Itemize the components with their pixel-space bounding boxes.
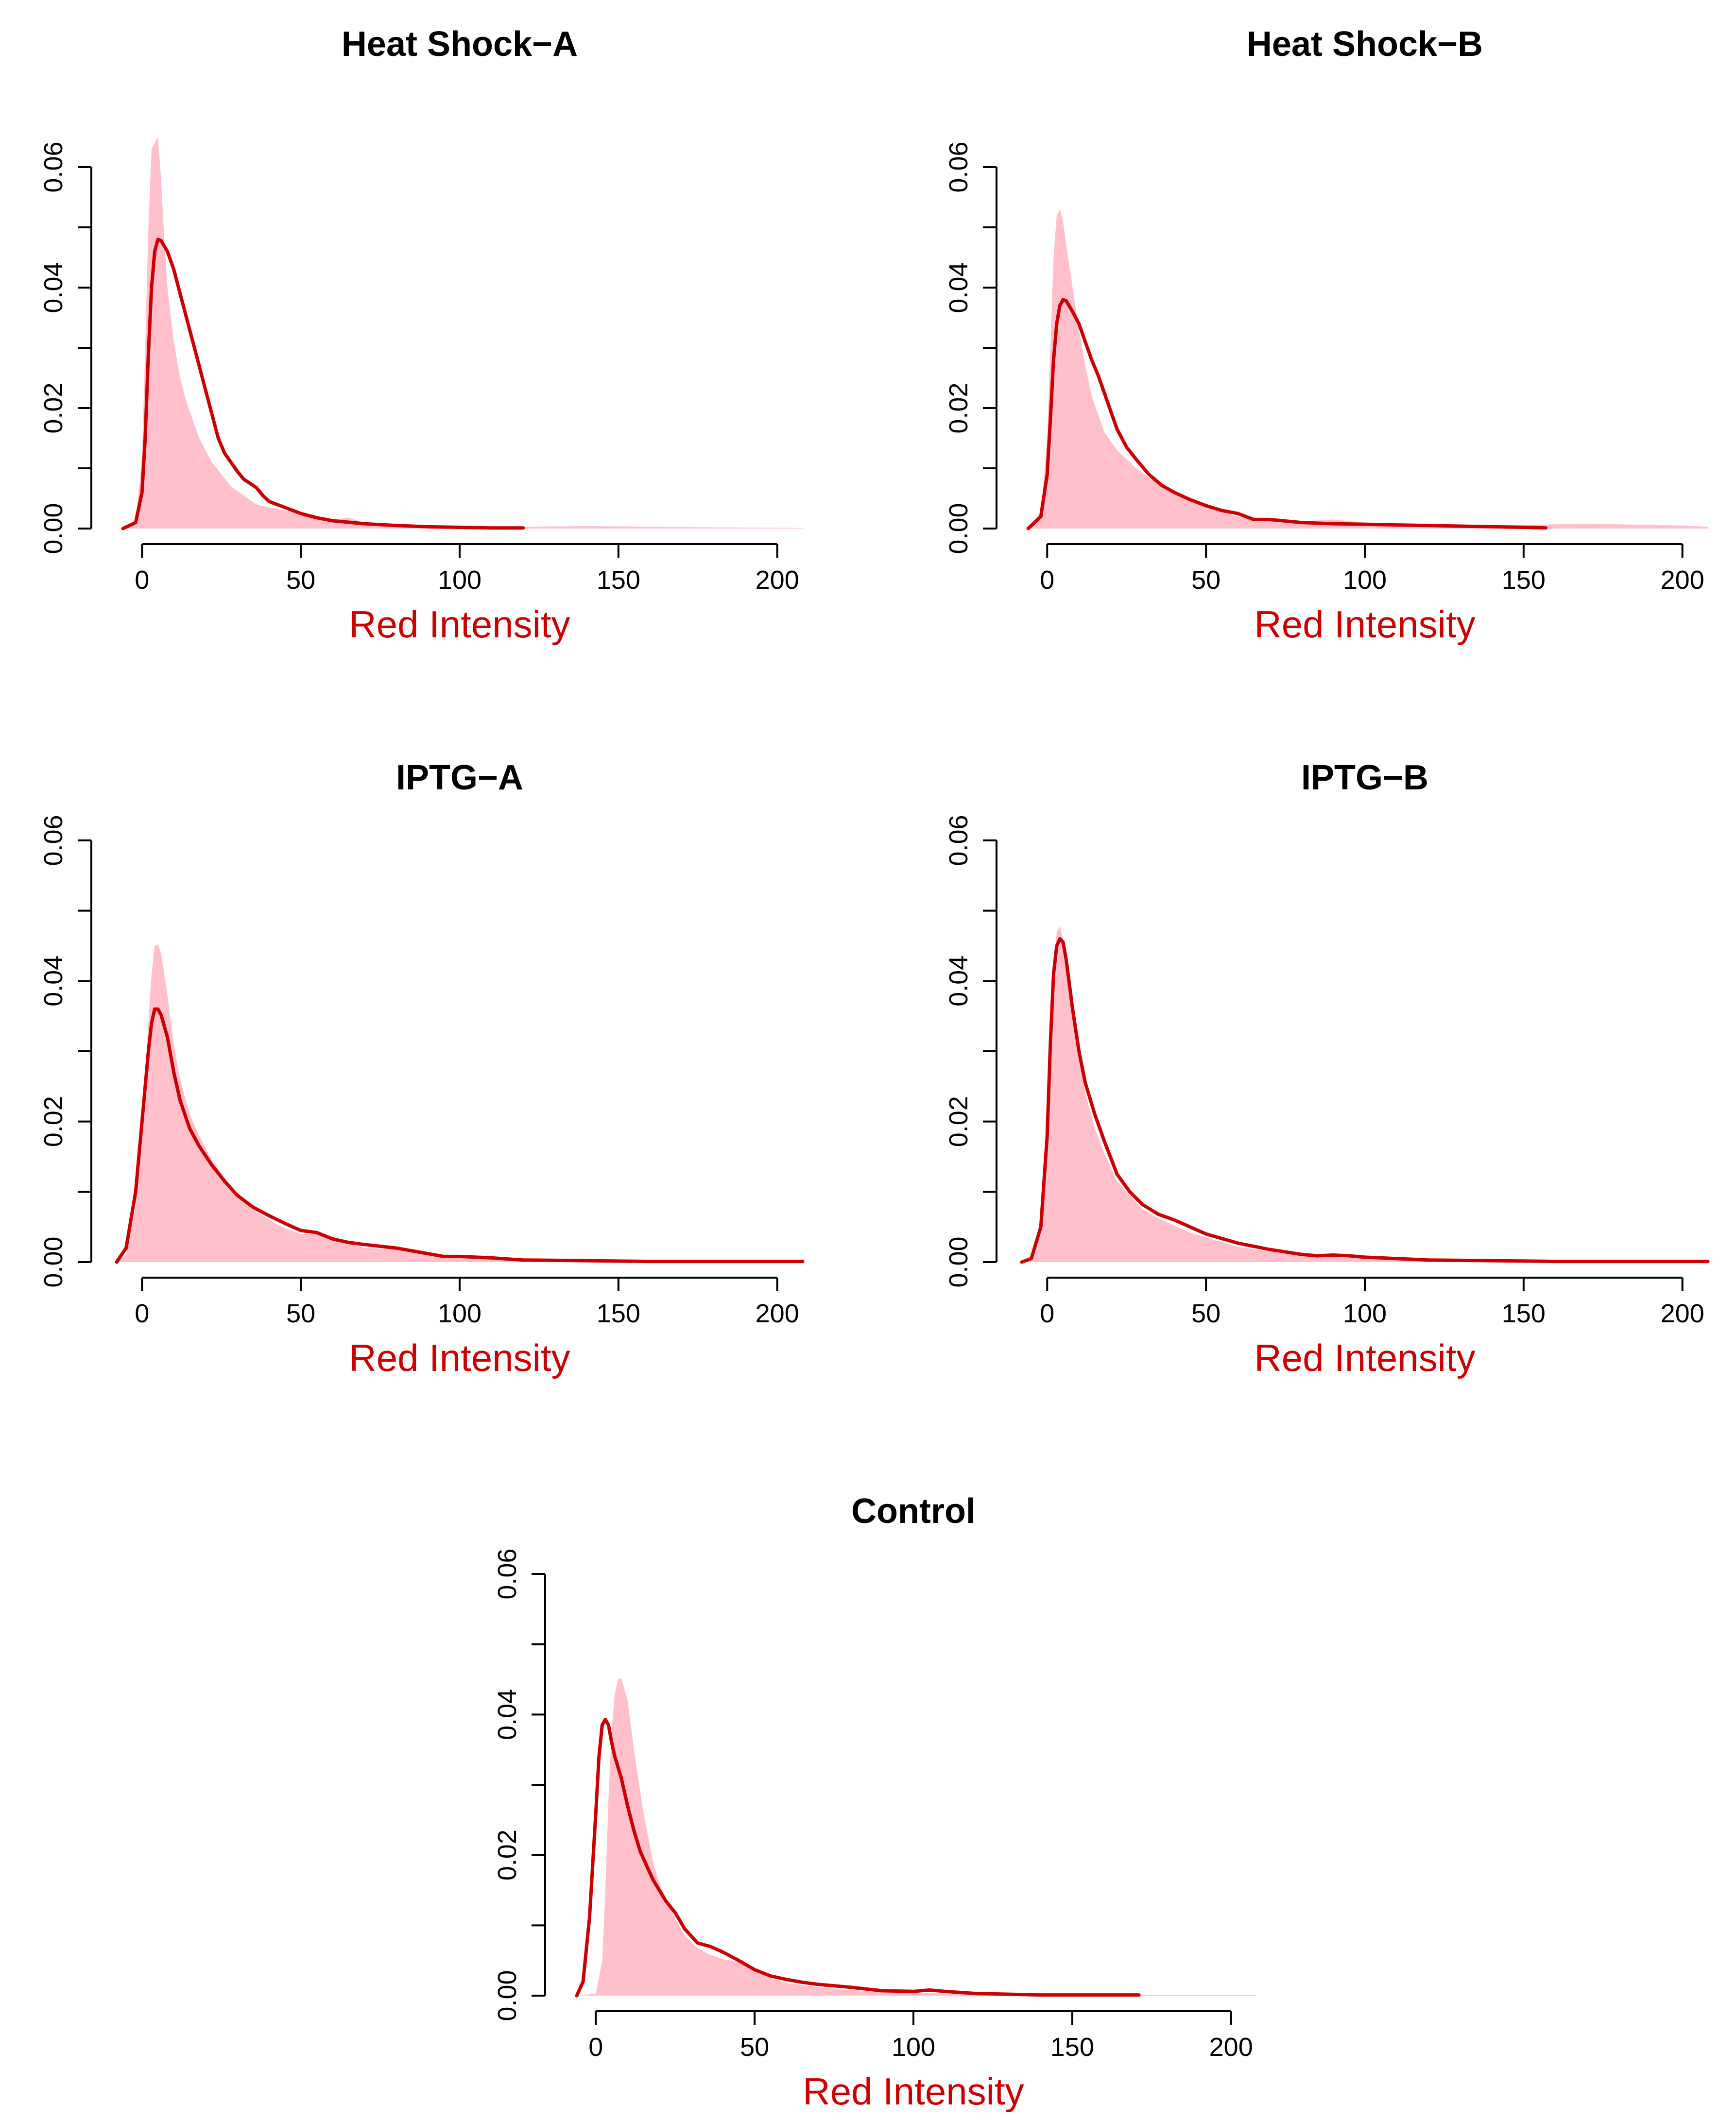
x-axis-label: Red Intensity (349, 603, 570, 646)
y-tick-label: 0.04 (944, 956, 973, 1007)
y-tick-label: 0.02 (944, 1096, 973, 1147)
chart-panel-iptg-b: IPTG−B 0.00 0.02 0.04 0.06 0 50 100 150 200 Red In… (944, 758, 1710, 1379)
chart-title: Heat Shock−B (1247, 25, 1483, 64)
density-area (1022, 926, 1708, 1262)
x-tick-label: 100 (1343, 1299, 1387, 1328)
x-axis-label: Red Intensity (1254, 1336, 1475, 1379)
chart-panel-iptg-a: IPTG−A 0.00 0.02 0.04 0.06 0 50 100 150 200 Red In… (39, 758, 805, 1379)
x-tick-label: 200 (1209, 2033, 1253, 2062)
x-tick-label: 150 (1502, 1299, 1546, 1328)
y-tick-label: 0.06 (493, 1548, 522, 1599)
chart-title: Heat Shock−A (342, 25, 578, 64)
x-tick-label: 100 (892, 2033, 935, 2062)
x-tick-label: 200 (756, 565, 799, 595)
y-tick-label: 0.00 (944, 503, 973, 554)
y-tick-label: 0.00 (944, 1236, 973, 1287)
y-tick-label: 0.06 (39, 815, 68, 866)
y-tick-label: 0.06 (39, 141, 68, 192)
y-tick-label: 0.00 (493, 1970, 522, 2021)
density-line (121, 238, 525, 530)
x-tick-label: 50 (1191, 1299, 1220, 1328)
x-tick-label: 50 (740, 2033, 769, 2062)
x-tick-label: 0 (588, 2033, 603, 2062)
x-tick-label: 50 (286, 565, 315, 595)
x-tick-label: 50 (286, 1299, 315, 1328)
x-axis-label: Red Intensity (1254, 603, 1475, 646)
x-tick-label: 0 (1040, 1299, 1054, 1328)
y-tick-label: 0.04 (39, 262, 68, 313)
x-tick-label: 0 (135, 565, 149, 595)
x-tick-label: 200 (1661, 565, 1704, 595)
x-tick-label: 50 (1191, 565, 1220, 595)
y-tick-label: 0.04 (39, 956, 68, 1007)
y-tick-label: 0.02 (39, 382, 68, 433)
y-tick-label: 0.02 (493, 1829, 522, 1881)
chart-panel-control: Control 0.00 0.02 0.04 0.06 0 50 100 150 200 Red I… (493, 1492, 1256, 2113)
x-tick-label: 200 (1661, 1299, 1704, 1328)
x-tick-label: 150 (1050, 2033, 1094, 2062)
x-tick-label: 150 (1502, 565, 1546, 595)
x-tick-label: 100 (438, 1299, 481, 1328)
y-tick-label: 0.04 (944, 262, 973, 313)
chart-title: IPTG−A (396, 758, 523, 797)
y-tick-label: 0.06 (944, 815, 973, 866)
density-area (577, 1678, 1256, 1996)
chart-title: IPTG−B (1301, 758, 1428, 797)
x-axis-label: Red Intensity (349, 1336, 570, 1379)
y-tick-label: 0.04 (493, 1689, 522, 1740)
y-tick-label: 0.06 (944, 141, 973, 192)
density-area (1028, 209, 1708, 529)
y-tick-label: 0.02 (944, 382, 973, 433)
chart-panel-heat-shock-a: Heat Shock−A 0.00 0.02 0.04 0.06 0 50 100 150 200… (39, 25, 803, 646)
x-tick-label: 150 (597, 565, 640, 595)
x-tick-label: 100 (1343, 565, 1387, 595)
y-tick-label: 0.00 (39, 503, 68, 554)
y-tick-label: 0.00 (39, 1236, 68, 1287)
density-line (1026, 298, 1548, 530)
density-line (115, 1007, 805, 1264)
chart-panel-heat-shock-b: Heat Shock−B 0.00 0.02 0.04 0.06 0 50 100 150 200… (944, 25, 1708, 646)
y-tick-label: 0.02 (39, 1096, 68, 1147)
x-axis-label: Red Intensity (803, 2070, 1024, 2113)
x-tick-label: 200 (756, 1299, 799, 1328)
x-tick-label: 0 (1040, 565, 1054, 595)
x-tick-label: 100 (438, 565, 481, 595)
x-tick-label: 0 (135, 1299, 149, 1328)
density-line (1020, 937, 1710, 1264)
density-area (117, 944, 803, 1262)
density-area (123, 137, 803, 529)
density-line (575, 1718, 1141, 1998)
x-tick-label: 150 (597, 1299, 640, 1328)
chart-title: Control (851, 1492, 976, 1531)
